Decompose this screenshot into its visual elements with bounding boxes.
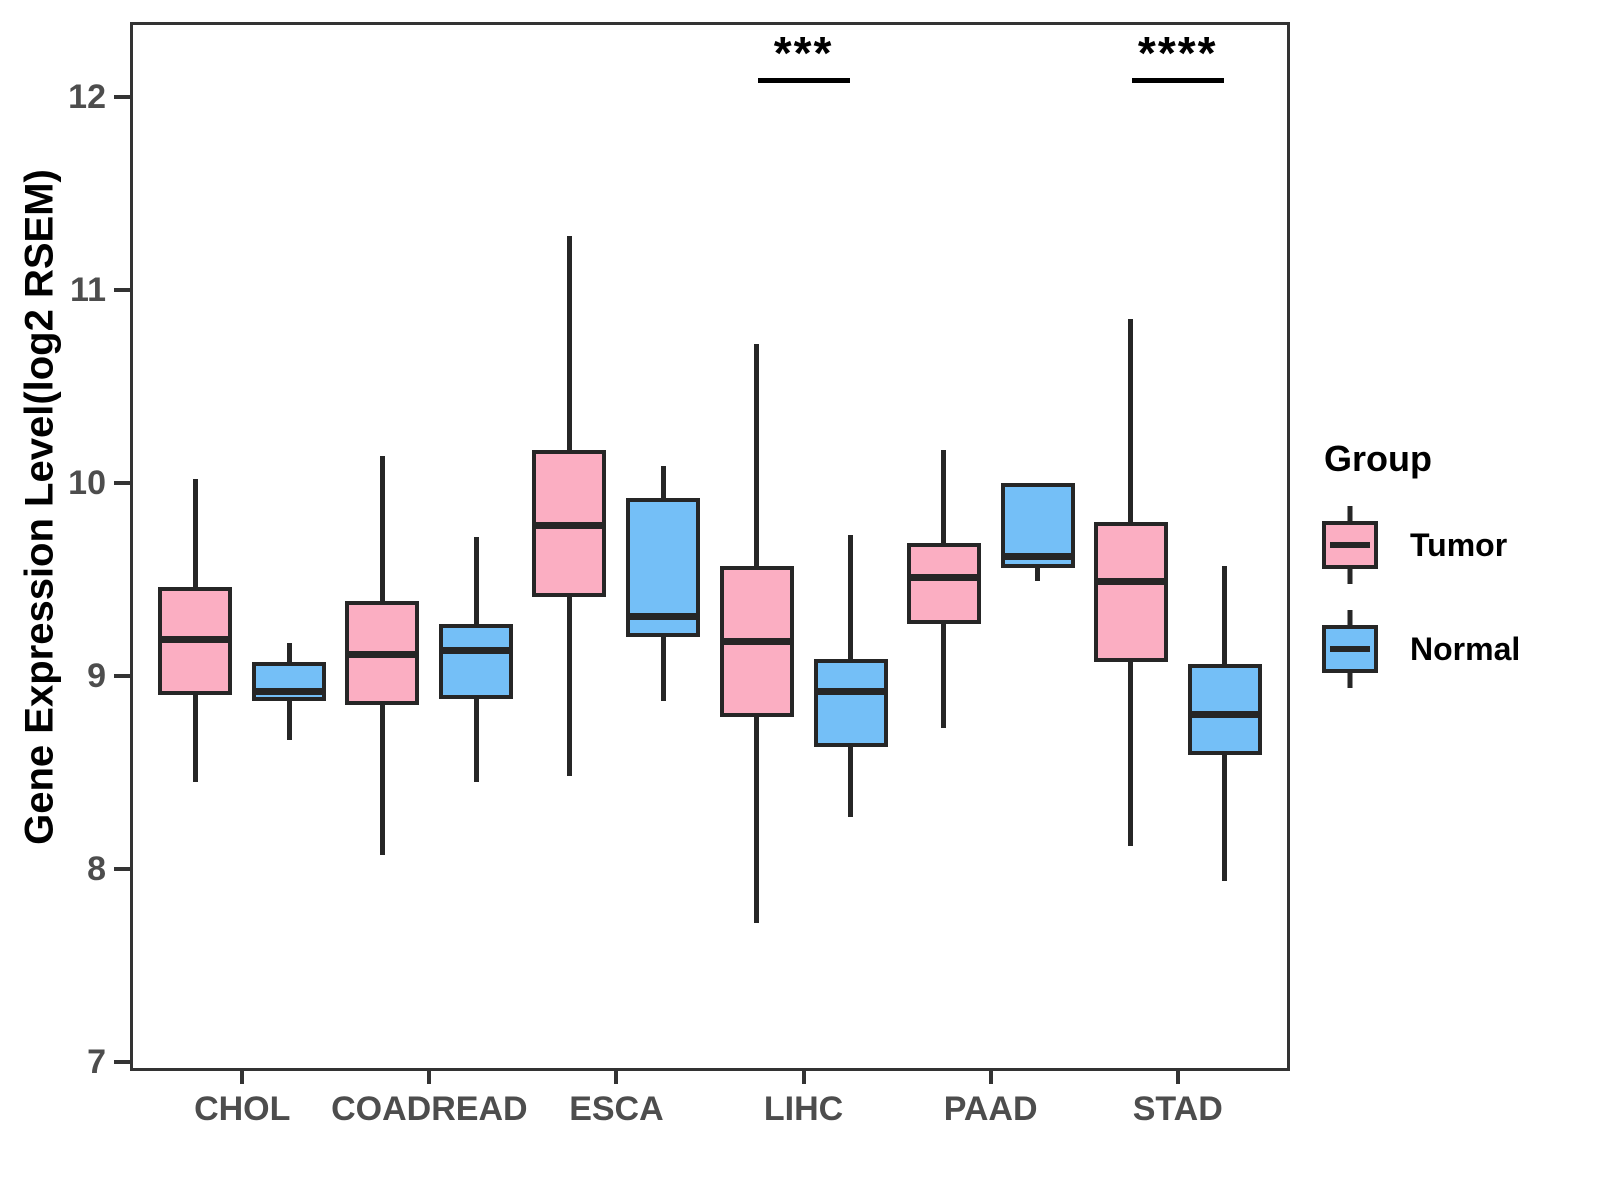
y-tick-label: 10 bbox=[68, 464, 106, 502]
x-tick-mark bbox=[427, 1071, 432, 1084]
median-normal-STAD bbox=[1191, 711, 1258, 719]
legend-glyph-median bbox=[1330, 646, 1370, 652]
significance-stars-STAD: **** bbox=[1137, 26, 1218, 79]
y-tick-mark bbox=[114, 1060, 130, 1064]
x-tick-mark bbox=[988, 1071, 993, 1084]
legend-item-tumor: Tumor bbox=[1322, 506, 1520, 584]
x-tick-mark bbox=[1175, 1071, 1180, 1084]
y-tick-mark bbox=[114, 674, 130, 678]
x-tick-mark bbox=[801, 1071, 806, 1084]
box-normal-COADREAD bbox=[439, 623, 514, 700]
median-normal-PAAD bbox=[1004, 552, 1071, 560]
legend-item-normal: Normal bbox=[1322, 610, 1520, 688]
box-normal-LIHC bbox=[813, 658, 888, 748]
legend-boxplot-glyph-normal bbox=[1322, 610, 1378, 688]
median-tumor-COADREAD bbox=[349, 651, 416, 659]
median-normal-CHOL bbox=[256, 687, 323, 695]
legend-glyph-box bbox=[1322, 521, 1378, 569]
y-tick-label: 8 bbox=[87, 850, 106, 888]
significance-stars-LIHC: *** bbox=[773, 26, 834, 79]
median-tumor-CHOL bbox=[162, 635, 229, 643]
y-tick-mark bbox=[114, 288, 130, 292]
median-tumor-LIHC bbox=[723, 637, 790, 645]
legend-label-normal: Normal bbox=[1410, 631, 1521, 667]
x-tick-mark bbox=[240, 1071, 245, 1084]
x-tick-label: COADREAD bbox=[331, 1090, 528, 1128]
legend-glyph-whisker-top bbox=[1347, 506, 1353, 521]
legend-glyph-median bbox=[1330, 542, 1370, 548]
legend: Group Tumor Normal bbox=[1322, 438, 1520, 714]
legend-label-tumor: Tumor bbox=[1410, 527, 1508, 563]
box-tumor-STAD bbox=[1093, 521, 1168, 663]
median-tumor-STAD bbox=[1097, 577, 1164, 585]
x-tick-label: STAD bbox=[1132, 1090, 1223, 1128]
box-normal-STAD bbox=[1187, 664, 1262, 756]
significance-bar-STAD bbox=[1131, 77, 1224, 83]
y-tick-mark bbox=[114, 95, 130, 99]
legend-glyph-whisker-top bbox=[1347, 610, 1353, 625]
box-tumor-PAAD bbox=[906, 542, 981, 624]
legend-glyph-box bbox=[1322, 625, 1378, 673]
x-tick-label: ESCA bbox=[569, 1090, 664, 1128]
significance-bar-LIHC bbox=[757, 77, 850, 83]
x-tick-mark bbox=[614, 1071, 619, 1084]
legend-items: Tumor Normal bbox=[1322, 506, 1520, 688]
y-tick-label: 11 bbox=[70, 271, 106, 309]
x-tick-label: CHOL bbox=[194, 1090, 291, 1128]
median-normal-COADREAD bbox=[443, 647, 510, 655]
y-tick-label: 9 bbox=[87, 657, 106, 695]
legend-title: Group bbox=[1324, 438, 1432, 479]
legend-glyph-whisker-bottom bbox=[1347, 569, 1353, 584]
x-tick-label: PAAD bbox=[943, 1090, 1038, 1128]
median-tumor-PAAD bbox=[910, 574, 977, 582]
x-tick-label: LIHC bbox=[763, 1090, 844, 1128]
y-tick-mark bbox=[114, 867, 130, 871]
median-normal-LIHC bbox=[817, 687, 884, 695]
legend-glyph-whisker-bottom bbox=[1347, 673, 1353, 688]
y-tick-label: 7 bbox=[87, 1043, 106, 1081]
median-tumor-ESCA bbox=[536, 521, 603, 529]
y-tick-mark bbox=[114, 481, 130, 485]
y-tick-label: 12 bbox=[68, 78, 106, 116]
box-normal-CHOL bbox=[252, 662, 327, 702]
median-normal-ESCA bbox=[630, 612, 697, 620]
legend-boxplot-glyph-tumor bbox=[1322, 506, 1378, 584]
